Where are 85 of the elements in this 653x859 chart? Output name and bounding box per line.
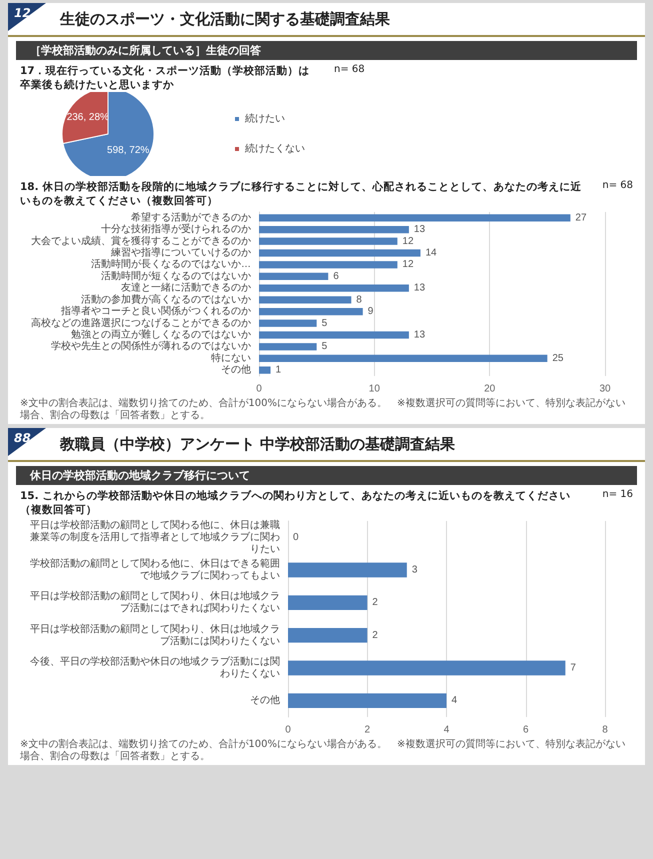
y-tick-label: 練習や指導についていけるのか — [110, 246, 251, 258]
bar — [259, 272, 328, 280]
bar — [259, 366, 271, 374]
data-label: 4 — [452, 695, 458, 706]
bar — [259, 284, 409, 292]
x-tick-label: 0 — [256, 384, 262, 394]
x-tick-label: 6 — [522, 724, 529, 736]
bar — [259, 214, 570, 222]
bar — [259, 296, 352, 304]
data-label: 8 — [356, 294, 362, 306]
y-tick-label: 大会でよい成績、賞を獲得することができるのか — [31, 234, 251, 247]
x-tick-label: 20 — [484, 384, 496, 394]
bar — [259, 308, 363, 316]
data-label: 25 — [552, 352, 564, 364]
text: n= 16 — [602, 489, 633, 500]
text: 休日の学校部活動の地域クラブ移行について — [16, 466, 637, 485]
y-tick-label: 十分な技術指導が受けられるのか — [101, 223, 251, 236]
x-tick-label: 10 — [368, 384, 380, 394]
y-tick-label: 平日は学校部活動の顧問として関わる他に、休日は兼職兼業等の制度を活用して指導者として地域クラブに関わりたい — [30, 518, 280, 555]
chart-title: 15. これからの学校部活動や休日の地域クラブへの関わり方として、あなたの考えに近いものを教えてください（複数回答可） — [20, 489, 572, 517]
data-label: 0 — [293, 532, 299, 543]
data-label: 2 — [372, 597, 378, 608]
y-tick-label: 指導者やコーチと良い関係がつくれるのか — [60, 305, 251, 318]
text: 生徒のスポーツ・文化活動に関する基礎調査結果 — [60, 10, 390, 28]
data-label: 5 — [322, 341, 328, 352]
bar — [288, 595, 368, 610]
legend-label: 続けたい — [244, 112, 285, 124]
bar — [259, 261, 398, 268]
data-label: 5 — [322, 318, 328, 329]
data-label: 13 — [414, 224, 426, 236]
data-label: 1 — [276, 364, 282, 376]
bar — [288, 693, 446, 708]
text: ［学校部活動のみに所属している］生徒の回答 — [16, 41, 637, 60]
text: n= 68 — [334, 64, 365, 75]
y-tick-label: 勉強との両立が難しくなるのではないか — [71, 328, 251, 340]
y-tick-label: 活動時間が長くなるのではないか… — [91, 258, 251, 270]
x-tick-label: 8 — [602, 724, 608, 736]
x-tick-label: 0 — [285, 724, 292, 736]
text: ※文中の割合表記は、端数切り捨てのため、合計が100%にならない場合がある。 ※複数選択可の質問等において、特別な表記がない場合、割合の母数は「回答者数」とする。 — [20, 398, 626, 422]
bar — [259, 331, 409, 339]
y-tick-label: 学校や先生との関係性が薄れるのではないか — [51, 340, 251, 352]
x-tick-label: 30 — [599, 384, 611, 394]
data-label: 14 — [425, 248, 438, 258]
text: 教職員（中学校）アンケート 中学校部活動の基礎調査結果 — [60, 434, 456, 454]
y-tick-label: 希望する活動ができるのか — [131, 211, 251, 224]
chart-title: 17．現在行っている文化・スポーツ活動（学校部活動）は卒業後も続けたいと思いますか — [20, 64, 311, 92]
bar — [259, 320, 317, 327]
data-label: 6 — [333, 270, 340, 282]
bar — [259, 226, 409, 234]
y-tick-label: 平日は学校部活動の顧問として関わり、休日は地域クラブ活動にはできれば関わりたくない — [30, 590, 280, 614]
legend-label: 続けたくない — [244, 142, 305, 154]
y-tick-label: その他 — [250, 694, 280, 706]
data-label: 9 — [368, 306, 374, 318]
bar — [288, 628, 368, 643]
chart-title: 18. 休日の学校部活動を段階的に地域クラブに移行することに対して、心配されることとして、あなたの考えに近いものを教えてください（複数回答可） — [20, 180, 582, 208]
bar — [259, 343, 317, 350]
y-tick-label: 学校部活動の顧問として関わる他に、休日はできる範囲で地域クラブに関わってもよい — [30, 558, 280, 582]
bar — [259, 249, 420, 257]
text: ※文中の割合表記は、端数切り捨てのため、合計が100%にならない場合がある。 ※複数選択可の質問等において、特別な表記がない場合、割合の母数は「回答者数」とする。 — [20, 739, 626, 763]
y-tick-label: その他 — [221, 364, 251, 376]
bar — [259, 354, 548, 362]
y-tick-label: 特にない — [211, 352, 251, 364]
x-tick-label: 2 — [364, 724, 370, 736]
text: n= 68 — [602, 180, 633, 191]
data-label: 12 — [402, 259, 414, 270]
data-label: 12 — [402, 236, 414, 247]
bar — [288, 562, 407, 578]
y-tick-label: 活動の参加費が高くなるのではないか — [81, 293, 251, 306]
text: 12 — [8, 3, 46, 31]
text: 88 — [8, 428, 46, 456]
data-label: 27 — [575, 212, 587, 224]
data-label: 598, 72% — [107, 144, 150, 156]
data-label: 13 — [414, 282, 426, 294]
x-tick-label: 4 — [444, 724, 450, 736]
y-tick-label: 活動時間が短くなるのではないか — [101, 270, 251, 282]
data-label: 3 — [412, 564, 418, 576]
data-label: 2 — [372, 630, 378, 641]
y-tick-label: 友達と一緒に活動できるのか — [121, 282, 251, 294]
y-tick-label: 高校などの進路選択につなげることができるのか — [31, 316, 251, 329]
bar — [288, 660, 566, 676]
data-label: 7 — [570, 662, 576, 674]
data-label: 13 — [414, 330, 426, 340]
y-tick-label: 今後、平日の学校部活動や休日の地域クラブ活動には関わりたくない — [30, 656, 280, 680]
bar — [259, 238, 398, 245]
y-tick-label: 平日は学校部活動の顧問として関わり、休日は地域クラブ活動には関わりたくない — [30, 622, 280, 647]
